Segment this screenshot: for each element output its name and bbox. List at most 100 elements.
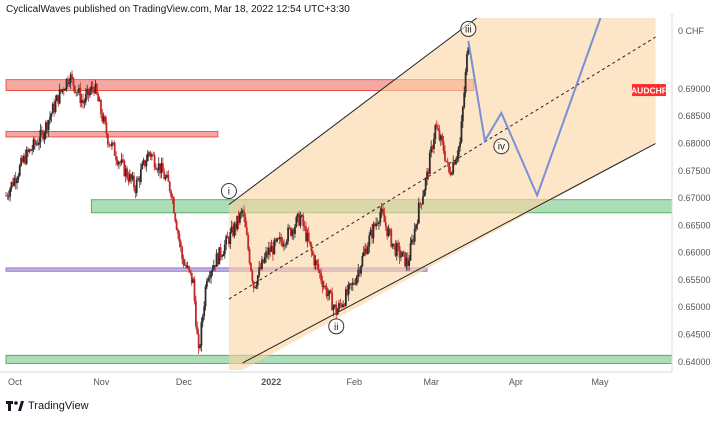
candle-body bbox=[252, 281, 255, 288]
candle-body bbox=[397, 243, 400, 246]
wave-label-ii[interactable]: ii bbox=[328, 318, 345, 335]
candle-body bbox=[237, 215, 240, 223]
projection-path[interactable] bbox=[467, 17, 602, 199]
candle-body bbox=[383, 214, 386, 223]
candle-body bbox=[14, 178, 17, 184]
candle-body bbox=[276, 238, 278, 242]
candle-body bbox=[439, 135, 442, 140]
candle-body bbox=[335, 304, 338, 315]
candle-body bbox=[416, 223, 419, 225]
candle-body bbox=[201, 316, 204, 323]
candle-body bbox=[71, 74, 73, 78]
candle-body bbox=[291, 229, 294, 236]
candle-body bbox=[90, 86, 93, 92]
candle-body bbox=[93, 89, 95, 94]
candle-body bbox=[228, 238, 230, 244]
price-tick-label: 0.67500 bbox=[678, 166, 711, 176]
candle-body bbox=[369, 229, 372, 236]
candle-body bbox=[401, 251, 404, 257]
candle-body bbox=[24, 155, 27, 164]
price-tick-label: 0.64500 bbox=[678, 330, 711, 340]
candle-body bbox=[91, 86, 94, 90]
candle-body bbox=[206, 280, 208, 287]
candle-body bbox=[406, 257, 409, 266]
candle-body bbox=[112, 142, 115, 144]
symbol-badge[interactable] bbox=[632, 84, 666, 97]
candle-body bbox=[372, 223, 375, 239]
time-tick-label: 2022 bbox=[261, 377, 281, 387]
currency-label: 0 CHF bbox=[678, 26, 705, 36]
candle-body bbox=[327, 294, 329, 297]
wave-label-i[interactable]: i bbox=[220, 182, 237, 199]
symbol-badge-text: AUDCHF bbox=[631, 86, 667, 96]
candle-body bbox=[344, 289, 347, 306]
candle-body bbox=[241, 210, 244, 212]
candle-body bbox=[426, 171, 428, 179]
candle-body bbox=[171, 196, 174, 198]
candle-body bbox=[405, 257, 408, 267]
candle-body bbox=[378, 222, 380, 225]
price-tick-label: 0.65500 bbox=[678, 275, 711, 285]
candle-body bbox=[373, 223, 376, 227]
bottom-zone[interactable] bbox=[5, 354, 673, 364]
candle-body bbox=[32, 139, 35, 150]
channel-upper-line[interactable] bbox=[228, 17, 477, 206]
candle-body bbox=[360, 266, 362, 274]
candle-body bbox=[464, 72, 467, 93]
candle-body bbox=[211, 269, 214, 272]
candle-body bbox=[384, 222, 387, 227]
candle-body bbox=[285, 241, 288, 245]
candle-body bbox=[310, 244, 313, 252]
candle-body bbox=[130, 174, 133, 180]
candle-body bbox=[331, 292, 334, 311]
candle-body bbox=[289, 227, 292, 236]
channel-lower-line[interactable] bbox=[242, 143, 656, 364]
candle-body bbox=[444, 151, 446, 161]
price-tick-label: 0.67000 bbox=[678, 193, 711, 203]
candle-body bbox=[133, 175, 135, 188]
candle-body bbox=[424, 178, 427, 191]
candle-body bbox=[349, 283, 351, 285]
candle-body bbox=[75, 91, 78, 93]
candle-body bbox=[106, 134, 109, 145]
candle-body bbox=[244, 217, 247, 228]
candle-body bbox=[194, 300, 197, 327]
candle-body bbox=[467, 47, 470, 54]
candle-body bbox=[79, 88, 82, 103]
time-tick-label: Nov bbox=[93, 377, 110, 387]
candle-body bbox=[420, 204, 423, 205]
candle-body bbox=[178, 233, 181, 242]
minor-resistance[interactable] bbox=[5, 131, 219, 138]
candle-body bbox=[43, 133, 46, 140]
candle-body bbox=[166, 174, 168, 177]
tradingview-footer[interactable]: TradingView bbox=[6, 400, 89, 412]
candle-body bbox=[16, 179, 18, 184]
candle-body bbox=[245, 227, 248, 235]
candle-body bbox=[104, 116, 106, 123]
purple-line[interactable] bbox=[5, 267, 428, 272]
candle-body bbox=[423, 190, 426, 197]
price-tick-label: 0.68000 bbox=[678, 139, 711, 149]
candle-body bbox=[42, 131, 45, 140]
time-tick-label: Oct bbox=[8, 377, 23, 387]
candle-body bbox=[141, 163, 144, 170]
candle-body bbox=[68, 82, 71, 85]
candle-body bbox=[100, 99, 102, 114]
candle-body bbox=[164, 176, 167, 180]
candle-body bbox=[262, 259, 265, 263]
candle-body bbox=[265, 251, 267, 258]
candle-body bbox=[153, 155, 156, 168]
wave-label-iv[interactable]: iv bbox=[493, 138, 510, 155]
candle-body bbox=[435, 125, 438, 129]
candle-body bbox=[135, 179, 138, 193]
candle-body bbox=[102, 116, 105, 122]
candle-body bbox=[123, 160, 126, 177]
candle-body bbox=[386, 226, 389, 236]
candle-body bbox=[142, 159, 145, 164]
candle-body bbox=[442, 141, 445, 152]
candle-body bbox=[115, 155, 117, 161]
candle-body bbox=[126, 168, 128, 178]
wave-label-iii[interactable]: iii bbox=[460, 20, 477, 37]
candle-body bbox=[446, 161, 449, 163]
